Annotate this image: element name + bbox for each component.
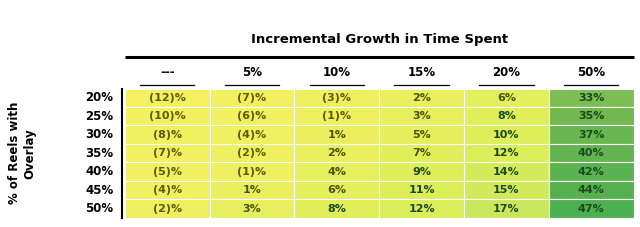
Bar [464,126,548,144]
Text: 11%: 11% [408,185,435,195]
Bar [125,126,210,144]
Text: 33%: 33% [578,93,604,103]
Bar [294,126,379,144]
Text: 5%: 5% [412,130,431,140]
Text: 40%: 40% [578,148,605,158]
Bar [294,181,379,200]
Text: 1%: 1% [243,185,261,195]
Text: 15%: 15% [408,66,436,79]
Bar [380,107,464,126]
Text: 8%: 8% [497,111,516,121]
Bar [210,126,294,144]
Text: 44%: 44% [578,185,605,195]
Text: 12%: 12% [408,204,435,214]
Bar [380,89,464,107]
Text: 5%: 5% [242,66,262,79]
Text: 2%: 2% [412,93,431,103]
Bar [210,89,294,107]
Bar [210,107,294,126]
Text: 25%: 25% [85,110,113,123]
Text: 47%: 47% [578,204,605,214]
Text: 15%: 15% [493,185,520,195]
Text: 20%: 20% [492,66,520,79]
Text: (2)%: (2)% [237,148,267,158]
Bar [548,181,634,200]
Bar [464,107,548,126]
Text: (6)%: (6)% [237,111,267,121]
Bar [294,163,379,181]
Text: 14%: 14% [493,167,520,177]
Text: 4%: 4% [327,167,346,177]
Bar [380,163,464,181]
Text: (5)%: (5)% [153,167,182,177]
Bar [210,163,294,181]
Text: (7)%: (7)% [237,93,267,103]
Bar [464,89,548,107]
Text: 37%: 37% [578,130,604,140]
Bar [125,200,210,218]
Text: 6%: 6% [327,185,346,195]
Text: (2)%: (2)% [152,204,182,214]
Text: 42%: 42% [578,167,605,177]
Bar [464,144,548,163]
Text: % of Reels with
Overlay: % of Reels with Overlay [8,102,36,204]
Bar [548,144,634,163]
Bar [125,107,210,126]
Bar [464,163,548,181]
Text: (4)%: (4)% [152,185,182,195]
Bar [380,144,464,163]
Text: (1)%: (1)% [237,167,267,177]
Bar [380,126,464,144]
Text: 10%: 10% [323,66,351,79]
Bar [548,126,634,144]
Text: (8)%: (8)% [152,130,182,140]
Bar [294,200,379,218]
Text: 35%: 35% [85,147,113,160]
Text: 17%: 17% [493,204,520,214]
Text: 40%: 40% [85,165,113,178]
Bar [125,144,210,163]
Bar [125,89,210,107]
Text: 1%: 1% [328,130,346,140]
Bar [464,181,548,200]
Bar [380,200,464,218]
Text: 35%: 35% [578,111,604,121]
Text: (7)%: (7)% [152,148,182,158]
Text: (4)%: (4)% [237,130,267,140]
Bar [210,181,294,200]
Text: (10)%: (10)% [149,111,186,121]
Text: 3%: 3% [412,111,431,121]
Bar [548,107,634,126]
Bar [548,89,634,107]
Bar [294,144,379,163]
Bar [380,181,464,200]
Bar [210,200,294,218]
Bar [294,107,379,126]
Bar [125,181,210,200]
Text: 10%: 10% [493,130,520,140]
Bar [548,163,634,181]
Text: 8%: 8% [328,204,346,214]
Bar [210,144,294,163]
Text: 7%: 7% [412,148,431,158]
Text: ---: --- [160,66,175,79]
Bar [125,163,210,181]
Text: 50%: 50% [577,66,605,79]
Text: 9%: 9% [412,167,431,177]
Text: (1)%: (1)% [322,111,351,121]
Text: 12%: 12% [493,148,520,158]
Text: (3)%: (3)% [323,93,351,103]
Text: 2%: 2% [328,148,346,158]
Text: Incremental Growth in Time Spent: Incremental Growth in Time Spent [251,33,508,46]
Text: 30%: 30% [85,128,113,141]
Text: (12)%: (12)% [148,93,186,103]
Bar [464,200,548,218]
Bar [294,89,379,107]
Text: 20%: 20% [85,91,113,104]
Bar [548,200,634,218]
Text: 3%: 3% [243,204,261,214]
Text: 6%: 6% [497,93,516,103]
Text: 45%: 45% [85,184,113,197]
Text: 50%: 50% [85,202,113,215]
